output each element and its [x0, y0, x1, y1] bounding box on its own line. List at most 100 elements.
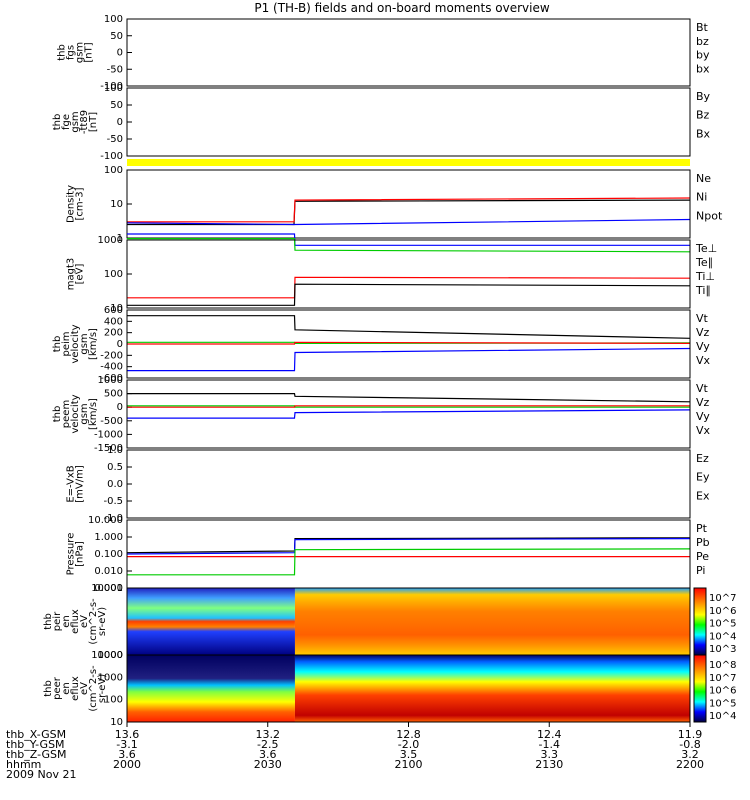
y-axis-label-line: [km/s] — [88, 398, 99, 430]
y-axis-label-line: E=-VxB — [66, 465, 77, 502]
y-tick-label: 10 — [110, 303, 123, 314]
legend-entry: Ti∥ — [695, 284, 711, 297]
legend-entry: Ez — [696, 452, 709, 465]
y-axis-label-line: Density — [66, 185, 77, 223]
y-tick-label: 1.0 — [107, 445, 123, 456]
colorbar-label: 10^7 — [709, 593, 736, 604]
y-axis-label-line: sr-eV) — [97, 607, 108, 636]
y-axis-label-line: [nT] — [84, 42, 95, 62]
y-axis-label-line: (cm^2-s- — [88, 598, 99, 645]
x-axis-value: 13.2 — [256, 728, 281, 741]
x-axis-value: 2200 — [676, 758, 704, 771]
legend-entry: By — [696, 90, 711, 103]
y-axis-label-line: eV — [79, 615, 90, 628]
y-axis-label-line: peim — [61, 331, 72, 356]
legend-entry: Ne — [696, 172, 711, 185]
y-axis-label-line: Pressure — [66, 533, 77, 576]
y-axis-label-line: [mV/m] — [75, 465, 86, 503]
y-tick-label: 1 — [117, 233, 123, 244]
series-line-red — [127, 341, 691, 345]
series-line-green — [127, 548, 691, 576]
x-axis-row-label: thb_X-GSM — [6, 728, 66, 741]
legend-entry: Pe — [696, 550, 709, 563]
legend-entry: Ni — [696, 191, 707, 204]
legend-entry: Te∥ — [695, 256, 713, 269]
legend-entry: bz — [696, 35, 709, 48]
y-axis-label-line: peir — [52, 611, 63, 631]
x-axis-value: 11.9 — [678, 728, 703, 741]
y-tick-label: -200 — [100, 350, 123, 361]
y-tick-label: 0.0 — [107, 479, 123, 490]
x-axis-date: 2009 Nov 21 — [6, 768, 76, 781]
y-tick-label: -50 — [107, 134, 123, 145]
y-tick-label: 0.5 — [107, 462, 123, 473]
y-tick-label: -600 — [100, 373, 123, 384]
x-axis-value: 2100 — [395, 758, 423, 771]
y-axis-label-line: thb — [57, 44, 68, 61]
series-line-black — [127, 393, 691, 403]
y-axis-label-line: -tt89 — [79, 110, 90, 134]
legend-entry: by — [696, 49, 710, 62]
y-tick-label: -1.0 — [103, 513, 123, 524]
y-axis-label-line: fge — [61, 114, 72, 130]
y-tick-label: 1000 — [98, 672, 123, 683]
figure-title: P1 (TH-B) fields and on-board moments ov… — [254, 1, 550, 15]
panel-frame — [126, 309, 691, 379]
series-line-red — [127, 405, 690, 408]
y-axis-label-line: gsm — [79, 333, 90, 354]
y-axis-label: magt3[eV] — [66, 258, 86, 291]
series-line-black — [127, 315, 691, 339]
y-axis-label: Density[cm-3] — [66, 185, 86, 223]
legend-entry: Pi — [696, 564, 705, 577]
legend-entry: Vz — [696, 326, 710, 339]
y-tick-label: 10000 — [91, 583, 123, 594]
legend-entry: Ti⊥ — [695, 270, 715, 283]
y-tick-label: 100 — [104, 83, 123, 94]
x-axis-row-label: thb_Y-GSM — [6, 738, 65, 751]
x-axis-value: 2000 — [113, 758, 141, 771]
y-tick-label: 100 — [104, 165, 123, 176]
y-axis-label: Pressure[nPa] — [66, 533, 86, 576]
legend-entry: Npot — [696, 209, 723, 222]
y-tick-label: 0.100 — [94, 549, 123, 560]
y-tick-label: 50 — [110, 100, 123, 111]
panel-p9: 100001000thbpeirenefluxeV(cm^2-s-sr-eV)1… — [43, 583, 736, 661]
series-line-red — [127, 197, 691, 223]
legend-entry: Ey — [696, 471, 710, 484]
legend-entry: Bx — [696, 127, 711, 140]
y-tick-label: -0.5 — [103, 496, 123, 507]
y-axis-label-line: [km/s] — [88, 328, 99, 360]
series-line-black — [126, 537, 691, 554]
x-axis-value: 3.2 — [681, 748, 699, 761]
y-tick-label: 600 — [104, 305, 123, 316]
y-axis-label-line: eflux — [70, 609, 81, 634]
legend-entry: Vy — [696, 410, 710, 423]
colorbar — [693, 587, 707, 656]
y-tick-label: -100 — [100, 151, 123, 162]
colorbar-label: 10^5 — [709, 619, 736, 630]
panel-frame — [126, 239, 691, 309]
legend-entry: Bz — [696, 109, 710, 122]
panel-p3: 100 10 1 Density[cm-3] Ne Ni Npot — [66, 165, 723, 244]
y-axis-label-line: velocity — [70, 324, 81, 363]
colorbar — [693, 654, 707, 723]
series-line-blue — [127, 347, 691, 372]
y-axis-label-line: gsm — [79, 403, 90, 424]
legend-entry: Vz — [696, 396, 710, 409]
y-axis-label-line: eflux — [70, 676, 81, 701]
x-axis-value: 3.6 — [118, 748, 136, 761]
y-tick-label: -500 — [100, 416, 123, 427]
series-line-blue — [127, 409, 691, 419]
colorbar-label: 10^6 — [709, 686, 736, 697]
y-axis-label-line: gsm — [70, 111, 81, 132]
y-axis-label-line: eV — [79, 682, 90, 695]
y-axis-label-line: en — [61, 682, 72, 695]
legend-entry: Vy — [696, 340, 710, 353]
y-tick-label: 10 — [110, 199, 123, 210]
